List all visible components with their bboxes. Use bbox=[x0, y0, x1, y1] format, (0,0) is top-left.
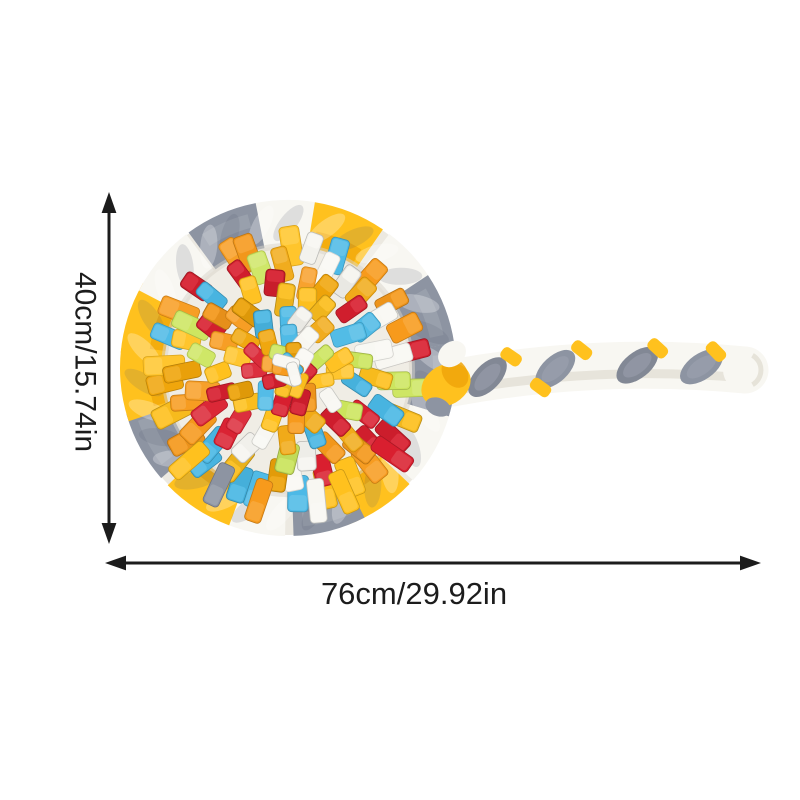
braided-handle bbox=[428, 338, 769, 407]
width-dimension-label: 76cm/29.92in bbox=[321, 576, 507, 611]
arrow-right-icon bbox=[740, 555, 761, 571]
handle-knot bbox=[421, 340, 471, 417]
snuffle-mat-circle bbox=[120, 199, 456, 536]
arrow-down-icon bbox=[101, 523, 117, 544]
arrow-up-icon bbox=[101, 192, 117, 213]
vertical-dimension-arrow bbox=[101, 192, 117, 544]
arrow-left-icon bbox=[105, 555, 126, 571]
horizontal-dimension-arrow bbox=[105, 555, 761, 571]
height-dimension-label: 40cm/15.74in bbox=[69, 272, 102, 452]
